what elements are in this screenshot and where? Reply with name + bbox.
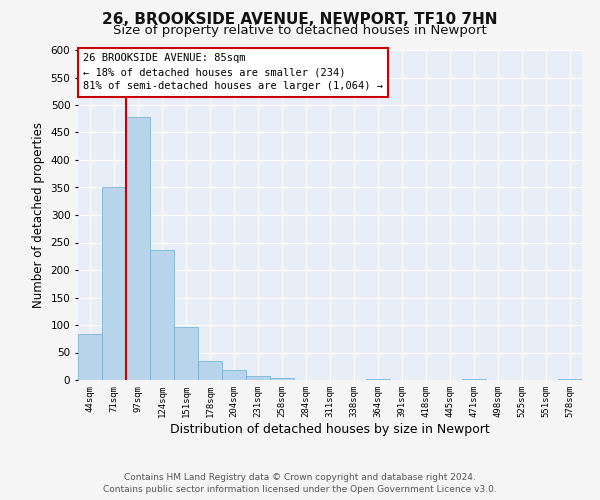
Bar [246, 376, 270, 380]
Text: Contains HM Land Registry data © Crown copyright and database right 2024.
Contai: Contains HM Land Registry data © Crown c… [103, 473, 497, 494]
Bar [126, 117, 150, 380]
X-axis label: Distribution of detached houses by size in Newport: Distribution of detached houses by size … [170, 422, 490, 436]
Bar [366, 379, 390, 380]
Y-axis label: Number of detached properties: Number of detached properties [32, 122, 45, 308]
Text: 26 BROOKSIDE AVENUE: 85sqm
← 18% of detached houses are smaller (234)
81% of sem: 26 BROOKSIDE AVENUE: 85sqm ← 18% of deta… [83, 54, 383, 92]
Text: 26, BROOKSIDE AVENUE, NEWPORT, TF10 7HN: 26, BROOKSIDE AVENUE, NEWPORT, TF10 7HN [102, 12, 498, 28]
Bar [222, 370, 246, 380]
Bar [78, 334, 102, 380]
Bar [150, 250, 174, 380]
Bar [102, 188, 126, 380]
Bar [174, 326, 198, 380]
Bar [270, 378, 294, 380]
Bar [198, 361, 222, 380]
Text: Size of property relative to detached houses in Newport: Size of property relative to detached ho… [113, 24, 487, 37]
